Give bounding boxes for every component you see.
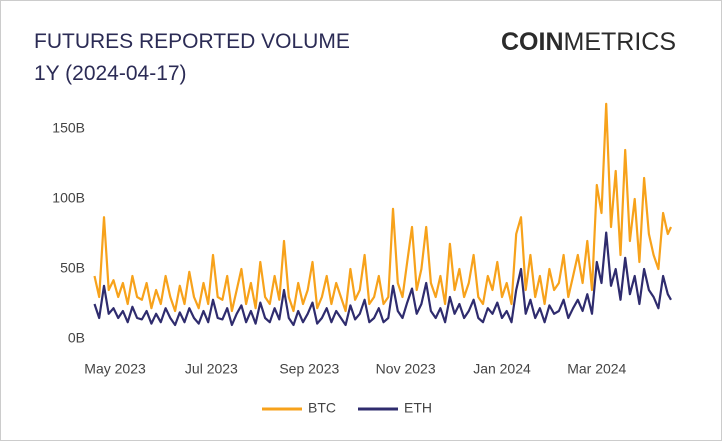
y-tick-label: 150B — [52, 120, 85, 136]
y-tick-label: 100B — [52, 190, 85, 206]
y-tick-label: 0B — [68, 330, 85, 346]
chart-subtitle: 1Y (2024-04-17) — [34, 62, 187, 85]
x-tick-label: Mar 2024 — [567, 361, 626, 377]
x-tick-label: Sep 2023 — [279, 361, 339, 377]
series-line — [93, 102, 673, 313]
brand-light: METRICS — [564, 28, 677, 56]
legend-label: BTC — [308, 400, 336, 416]
brand-bold: COIN — [501, 28, 564, 56]
chart-title: FUTURES REPORTED VOLUME — [34, 30, 350, 53]
brand: COINMETRICS — [501, 28, 676, 56]
legend-label: ETH — [404, 400, 432, 416]
series-line — [93, 231, 672, 327]
x-tick-label: Nov 2023 — [376, 361, 436, 377]
x-tick-label: May 2023 — [84, 361, 146, 377]
x-tick-label: Jan 2024 — [473, 361, 531, 377]
y-tick-label: 50B — [60, 260, 85, 276]
x-tick-label: Jul 2023 — [185, 361, 238, 377]
